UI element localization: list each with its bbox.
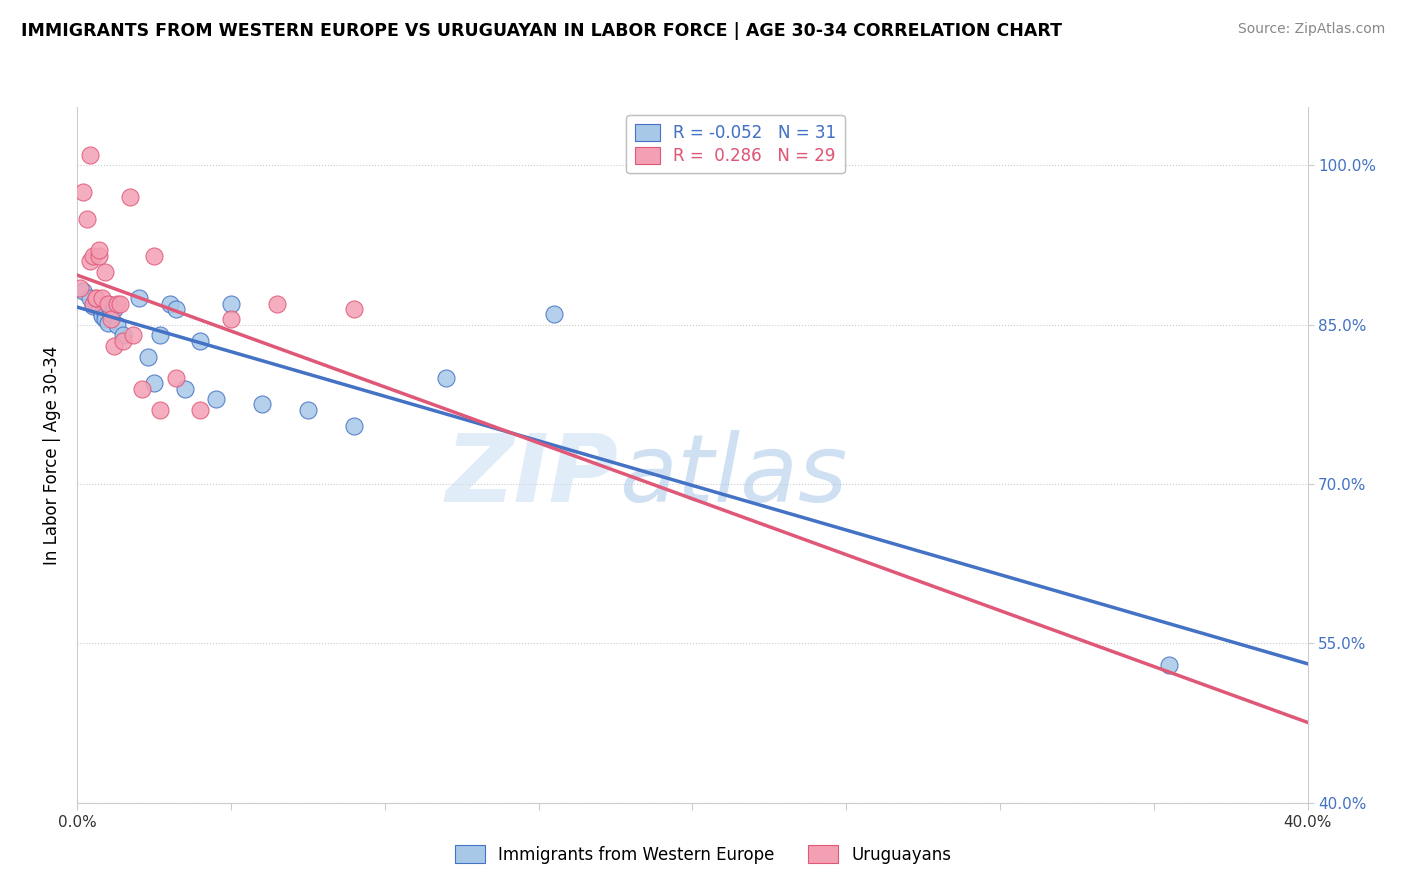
Point	[105, 296, 128, 310]
Point	[204, 392, 226, 406]
Point	[84, 291, 107, 305]
Point	[90, 310, 114, 324]
Point	[136, 350, 159, 364]
Point	[143, 249, 166, 263]
Point	[219, 296, 242, 310]
Text: ZIP: ZIP	[446, 430, 619, 522]
Point	[112, 334, 135, 348]
Text: atlas: atlas	[619, 430, 846, 521]
Y-axis label: In Labor Force | Age 30-34: In Labor Force | Age 30-34	[44, 345, 62, 565]
Point	[82, 296, 104, 310]
Point	[250, 397, 273, 411]
Text: IMMIGRANTS FROM WESTERN EUROPE VS URUGUAYAN IN LABOR FORCE | AGE 30-34 CORRELATI: IMMIGRANTS FROM WESTERN EUROPE VS URUGUA…	[21, 22, 1062, 40]
Point	[97, 296, 120, 310]
Point	[87, 249, 110, 263]
Point	[105, 318, 128, 332]
Point	[97, 296, 120, 310]
Legend: Immigrants from Western Europe, Uruguayans: Immigrants from Western Europe, Uruguaya…	[449, 838, 957, 871]
Point	[100, 307, 122, 321]
Point	[118, 190, 141, 204]
Point	[90, 307, 114, 321]
Point	[188, 334, 212, 348]
Point	[76, 211, 98, 226]
Point	[82, 249, 104, 263]
Point	[188, 402, 212, 417]
Point	[72, 284, 94, 298]
Point	[149, 328, 172, 343]
Legend: R = -0.052   N = 31, R =  0.286   N = 29: R = -0.052 N = 31, R = 0.286 N = 29	[627, 115, 845, 173]
Point	[343, 301, 366, 316]
Point	[112, 328, 135, 343]
Point	[219, 312, 242, 326]
Point	[131, 382, 153, 396]
Point	[1159, 657, 1181, 672]
Point	[97, 316, 120, 330]
Point	[84, 296, 107, 310]
Point	[174, 382, 197, 396]
Point	[436, 371, 458, 385]
Point	[143, 376, 166, 391]
Point	[79, 254, 101, 268]
Point	[297, 402, 319, 417]
Point	[87, 244, 110, 258]
Point	[121, 328, 143, 343]
Point	[103, 339, 125, 353]
Point	[72, 185, 94, 199]
Point	[266, 296, 288, 310]
Point	[84, 291, 107, 305]
Point	[94, 307, 117, 321]
Point	[165, 371, 187, 385]
Point	[90, 291, 114, 305]
Point	[159, 296, 181, 310]
Point	[128, 291, 150, 305]
Point	[94, 312, 117, 326]
Point	[82, 299, 104, 313]
Point	[543, 307, 565, 321]
Point	[110, 296, 132, 310]
Point	[100, 312, 122, 326]
Point	[149, 402, 172, 417]
Point	[165, 301, 187, 316]
Point	[343, 418, 366, 433]
Point	[87, 296, 110, 310]
Point	[69, 280, 91, 294]
Point	[79, 148, 101, 162]
Point	[79, 291, 101, 305]
Point	[94, 265, 117, 279]
Point	[103, 301, 125, 316]
Text: Source: ZipAtlas.com: Source: ZipAtlas.com	[1237, 22, 1385, 37]
